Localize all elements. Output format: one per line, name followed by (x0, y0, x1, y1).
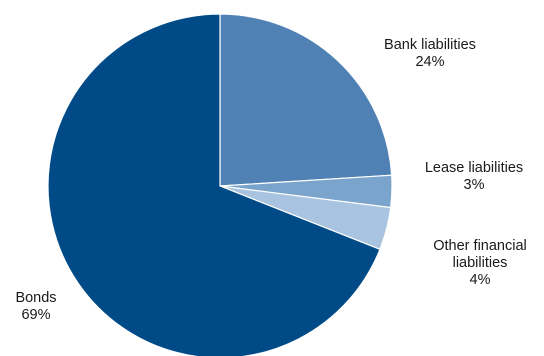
slice-label-3-line-0: Bonds (15, 290, 56, 306)
slice-value-label-1: 3% (464, 177, 485, 193)
pie-slices (47, 13, 393, 356)
slice-label-2-line-1: liabilities (453, 255, 508, 271)
slice-value-label-2: 4% (470, 272, 491, 288)
slice-label-0-line-0: Bank liabilities (384, 37, 476, 53)
pie-slice-0 (219, 13, 393, 187)
slice-label-2-line-0: Other financial (433, 238, 527, 254)
slice-value-label-0: 24% (415, 54, 444, 70)
slice-value-label-3: 69% (21, 307, 50, 323)
slice-label-1-line-0: Lease liabilities (425, 160, 523, 176)
pie-slice-3 (47, 13, 381, 356)
